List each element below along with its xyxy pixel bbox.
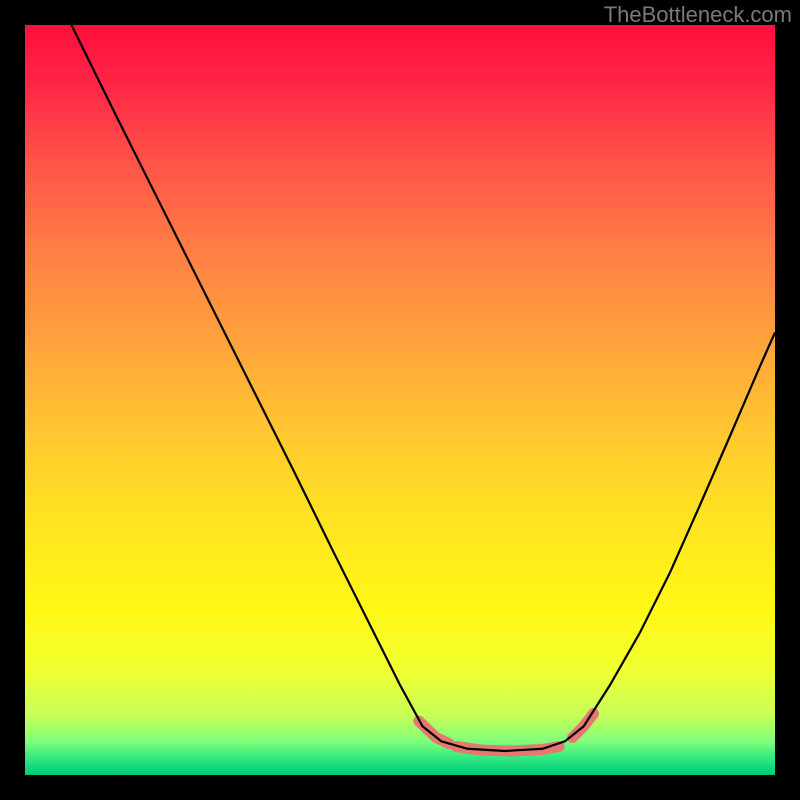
watermark-text: TheBottleneck.com <box>604 2 792 28</box>
plot-area <box>25 25 775 775</box>
curve-layer <box>25 25 775 775</box>
valley-highlight <box>419 714 594 752</box>
bottleneck-curve <box>72 25 776 751</box>
